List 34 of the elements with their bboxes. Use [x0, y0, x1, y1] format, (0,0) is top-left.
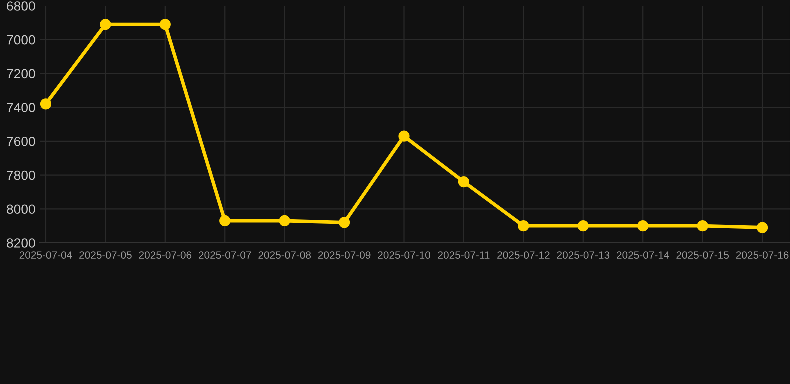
- x-tick-label: 2025-07-05: [80, 252, 132, 259]
- point: [160, 19, 171, 30]
- point: [279, 215, 290, 227]
- point: [638, 220, 649, 232]
- point: [398, 130, 410, 142]
- point: [220, 215, 231, 227]
- x-tick-label: 2025-07-07: [198, 252, 252, 259]
- x-tick-label: 2025-07-04: [20, 252, 72, 259]
- point: [697, 220, 708, 232]
- x-tick-label: 2025-07-13: [557, 252, 610, 259]
- x-tick-label: 2025-07-11: [438, 252, 490, 259]
- y-tick-label: 6800: [7, 2, 36, 11]
- point: [338, 217, 350, 228]
- y-tick-label: 7800: [7, 170, 36, 180]
- point: [578, 220, 589, 232]
- y-tick-label: 7400: [7, 103, 36, 112]
- point: [100, 19, 112, 30]
- y-tick-label: 8000: [7, 204, 36, 214]
- x-tick-label: 2025-07-09: [318, 252, 371, 259]
- x-tick-label: 2025-07-12: [498, 252, 550, 259]
- y-tick-label: 8200: [7, 238, 36, 248]
- x-tick-label: 2025-07-06: [139, 252, 192, 259]
- y-tick-label: 7600: [7, 136, 36, 146]
- y-tick-label: 7000: [7, 35, 36, 45]
- point: [40, 98, 52, 110]
- point: [756, 222, 768, 234]
- x-tick-label: 2025-07-08: [258, 252, 312, 259]
- x-tick-label: 2025-07-14: [616, 252, 670, 259]
- y-tick-label: 7200: [7, 69, 36, 79]
- point: [518, 220, 530, 232]
- x-tick-label: 2025-07-15: [676, 252, 730, 259]
- x-tick-label: 2025-07-10: [378, 252, 430, 259]
- x-tick-label: 2025-07-16: [736, 252, 789, 259]
- point: [458, 176, 470, 188]
